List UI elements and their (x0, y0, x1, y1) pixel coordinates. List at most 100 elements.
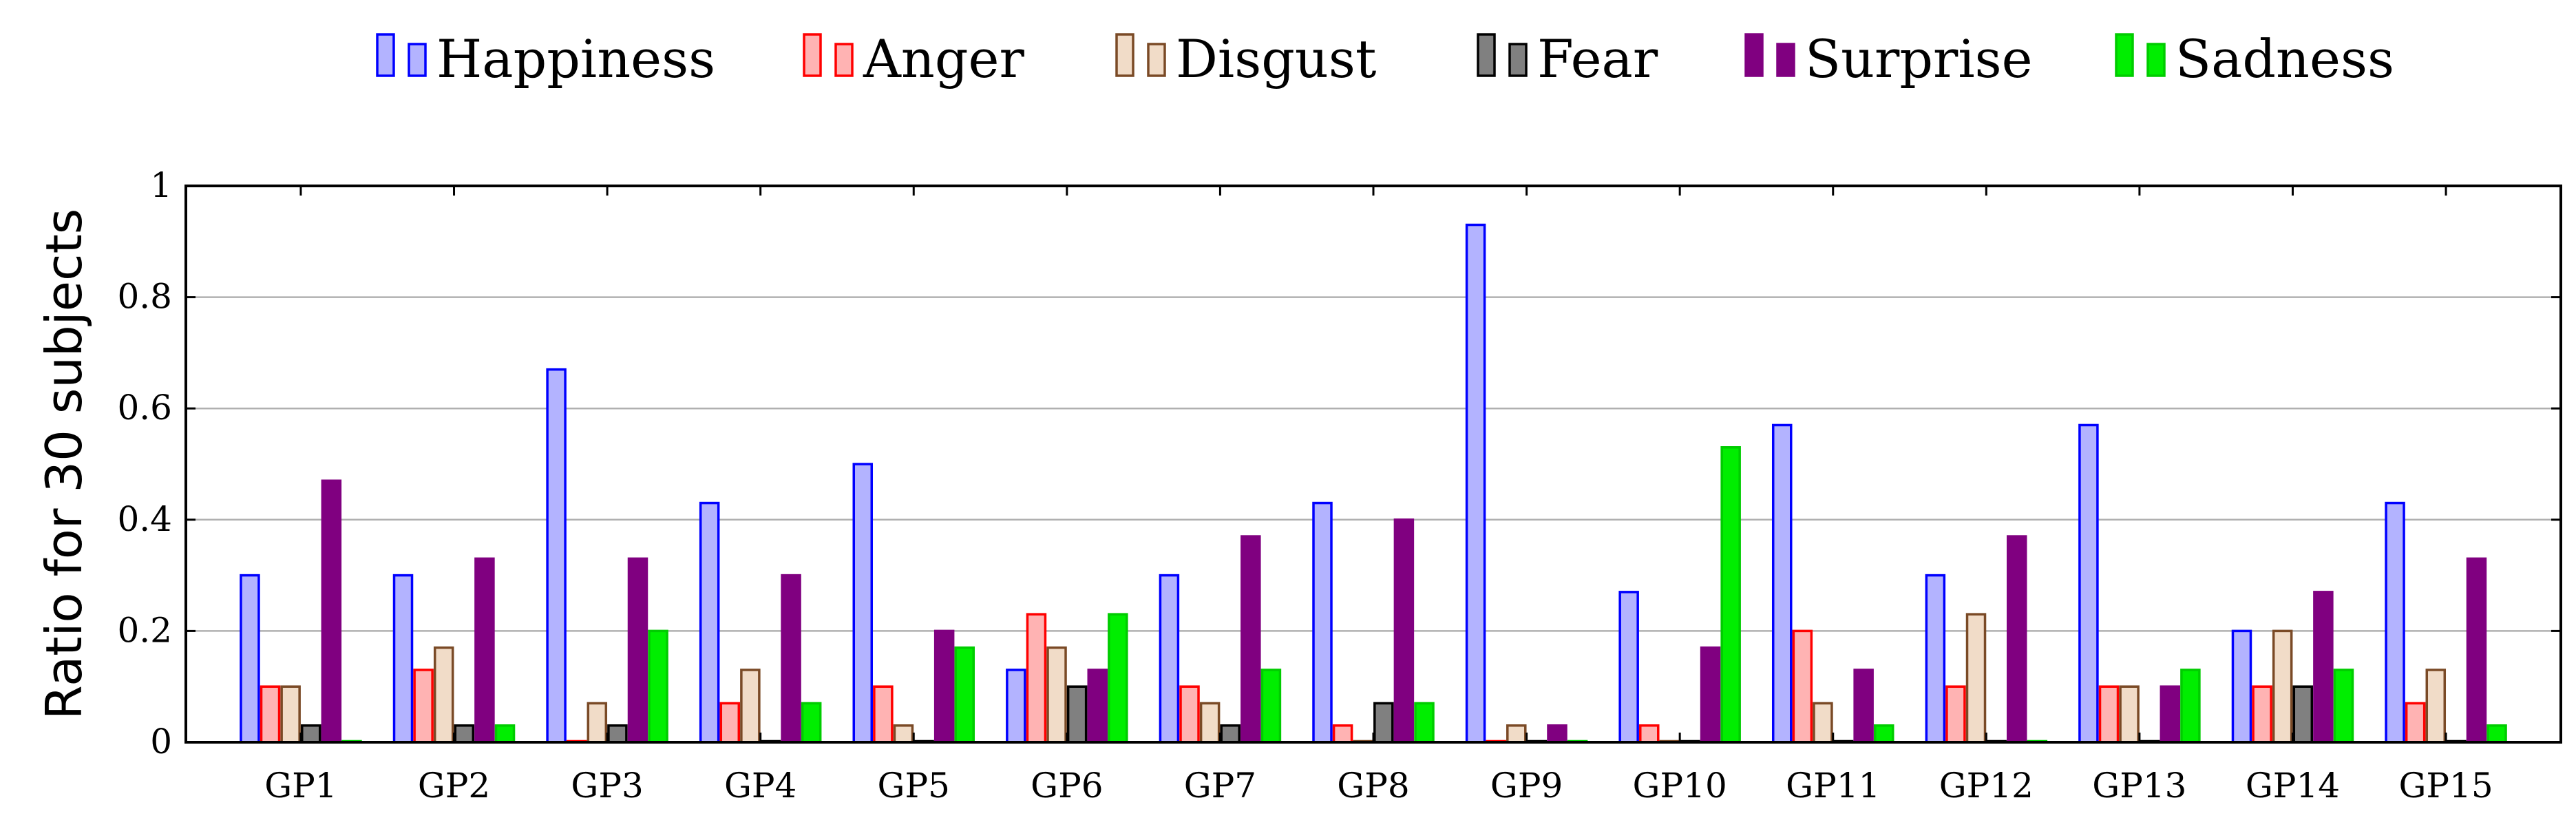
bar-happiness-gp7 (1159, 574, 1180, 744)
bar-surprise-gp8 (1393, 518, 1415, 744)
legend-label-sadness: Sadness (2175, 28, 2394, 90)
bar-anger-gp2 (413, 669, 434, 744)
y-tick-label: 0.6 (117, 388, 172, 428)
bar-disgust-gp15 (2425, 669, 2447, 744)
bar-disgust-gp1 (280, 685, 301, 744)
plot-frame (184, 185, 2562, 744)
x-tick-label: GP5 (878, 766, 950, 806)
bar-anger-gp10 (1639, 724, 1660, 744)
bar-sadness-gp15 (2487, 724, 2507, 744)
bar-surprise-gp9 (1547, 724, 1567, 744)
bar-happiness-gp14 (2231, 629, 2252, 744)
bar-anger-gp8 (1332, 724, 1353, 744)
legend-swatch-sadness (2146, 43, 2166, 77)
bar-surprise-gp14 (2313, 591, 2334, 744)
x-tick-label: GP4 (724, 766, 796, 806)
bar-sadness-gp14 (2333, 669, 2354, 744)
legend-swatch-surprise (1744, 33, 1764, 77)
y-axis-ticks: 0 0.2 0.4 0.6 0.8 1 (117, 165, 2561, 762)
bar-disgust-gp6 (1046, 646, 1067, 744)
bar-fear-gp3 (607, 724, 628, 744)
bar-happiness-gp13 (2078, 423, 2099, 744)
x-tick-label: GP13 (2092, 766, 2186, 806)
bar-sadness-gp6 (1108, 613, 1128, 744)
bar-happiness-gp9 (1465, 223, 1486, 744)
bar-sadness-gp7 (1260, 669, 1282, 744)
bar-happiness-gp1 (240, 574, 260, 744)
bars (240, 223, 2507, 744)
legend-swatch-fear (1508, 43, 1528, 77)
bar-disgust-gp14 (2272, 629, 2293, 744)
legend-swatch-anger (834, 43, 854, 77)
bar-anger-gp12 (1945, 685, 1966, 744)
x-tick-label: GP15 (2398, 766, 2493, 806)
bar-anger-gp15 (2405, 702, 2426, 744)
bar-anger-gp6 (1026, 613, 1047, 744)
bar-happiness-gp11 (1771, 423, 1793, 744)
bar-happiness-gp10 (1618, 591, 1639, 744)
bar-disgust-gp4 (740, 669, 761, 744)
legend-label-disgust: Disgust (1176, 28, 1376, 90)
x-tick-label: GP11 (1786, 766, 1880, 806)
bar-happiness-gp8 (1312, 501, 1333, 744)
x-tick-label: GP9 (1490, 766, 1563, 806)
x-tick-label: GP7 (1184, 766, 1256, 806)
bar-sadness-gp10 (1720, 446, 1741, 744)
bar-disgust-gp13 (2119, 685, 2140, 744)
bar-happiness-gp6 (1006, 669, 1026, 744)
bar-disgust-gp7 (1199, 702, 1221, 744)
y-tick-label: 1 (150, 165, 172, 205)
legend-swatch-surprise (1776, 43, 1795, 77)
legend-label-anger: Anger (863, 28, 1024, 90)
bar-happiness-gp3 (546, 368, 567, 744)
legend-swatch-happiness (408, 43, 427, 77)
x-tick-label: GP2 (418, 766, 490, 806)
bar-anger-gp4 (719, 702, 741, 744)
y-tick-label: 0.2 (117, 610, 172, 650)
bar-anger-gp5 (873, 685, 894, 744)
bar-fear-gp2 (454, 724, 475, 744)
legend-swatch-anger (803, 33, 822, 77)
x-tick-label: GP12 (1939, 766, 2034, 806)
legend-swatch-disgust (1115, 33, 1134, 77)
bar-happiness-gp12 (1925, 574, 1946, 744)
y-tick-label: 0 (150, 722, 172, 762)
bar-surprise-gp12 (2006, 535, 2027, 744)
bar-fear-gp14 (2292, 685, 2314, 744)
bar-happiness-gp4 (699, 501, 720, 744)
bar-disgust-gp9 (1506, 724, 1527, 744)
bar-sadness-gp5 (954, 646, 975, 744)
bar-surprise-gp2 (474, 557, 495, 744)
legend-swatch-disgust (1147, 43, 1166, 77)
bar-surprise-gp10 (1700, 646, 1721, 744)
legend-swatch-sadness (2115, 33, 2134, 77)
bar-surprise-gp5 (933, 629, 955, 744)
bar-disgust-gp11 (1813, 702, 1833, 744)
bar-sadness-gp8 (1414, 702, 1435, 744)
bar-anger-gp13 (2098, 685, 2120, 744)
bar-fear-gp7 (1220, 724, 1241, 744)
x-tick-label: GP10 (1633, 766, 1727, 806)
legend-swatch-fear (1477, 33, 1496, 77)
bar-surprise-gp13 (2160, 685, 2181, 744)
bar-fear-gp1 (300, 724, 321, 744)
bar-surprise-gp15 (2466, 557, 2487, 744)
x-tick-label: GP14 (2246, 766, 2340, 806)
bar-sadness-gp13 (2180, 669, 2201, 744)
y-axis-label: Ratio for 30 subjects (35, 209, 93, 720)
bar-happiness-gp15 (2385, 501, 2405, 744)
bar-surprise-gp3 (627, 557, 648, 744)
y-tick-label: 0.4 (117, 499, 172, 539)
bar-sadness-gp11 (1873, 724, 1894, 744)
x-tick-label: GP3 (571, 766, 643, 806)
legend-label-surprise: Surprise (1805, 28, 2033, 90)
bar-surprise-gp1 (321, 479, 342, 744)
bar-sadness-gp2 (494, 724, 516, 744)
bar-disgust-gp12 (1965, 613, 1987, 744)
legend-swatch-happiness (376, 33, 395, 77)
x-tick-label: GP1 (264, 766, 337, 806)
bar-fear-gp6 (1066, 685, 1088, 744)
gridlines (186, 296, 2561, 632)
bar-sadness-gp3 (648, 629, 668, 744)
